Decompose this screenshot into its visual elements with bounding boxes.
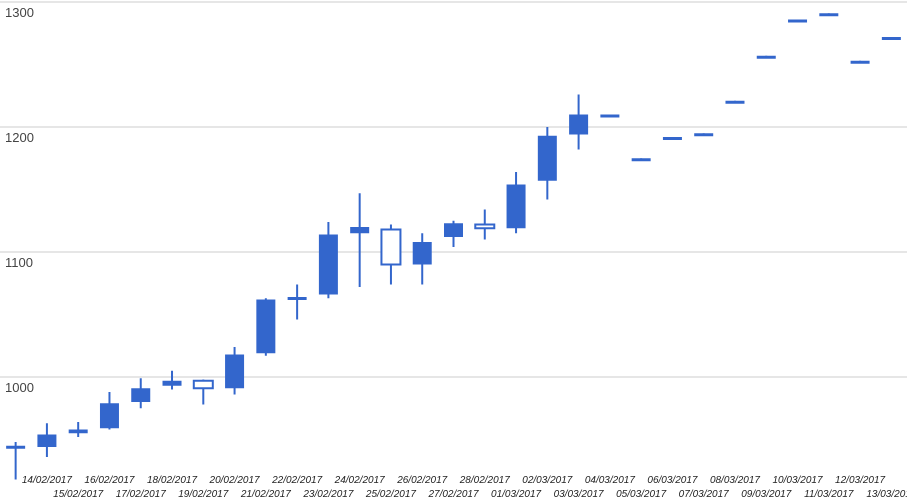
x-tick-label: 19/02/2017 xyxy=(178,489,228,500)
x-tick-label: 11/03/2017 xyxy=(804,489,854,500)
x-tick-label: 20/02/2017 xyxy=(209,475,260,486)
candle-body xyxy=(850,60,870,64)
x-tick-label: 15/02/2017 xyxy=(53,489,103,500)
x-tick-label: 12/03/2017 xyxy=(835,475,885,486)
candle-body xyxy=(569,114,589,135)
x-tick-label: 16/02/2017 xyxy=(84,475,134,486)
candle-body xyxy=(694,133,714,137)
candle-body xyxy=(506,184,526,229)
candle-body xyxy=(444,223,463,237)
x-tick-label: 17/02/2017 xyxy=(116,489,166,500)
x-tick-label: 28/02/2017 xyxy=(459,475,510,486)
x-tick-label: 08/03/2017 xyxy=(710,475,760,486)
x-tick-label: 04/03/2017 xyxy=(585,475,635,486)
candle-body xyxy=(380,228,402,266)
candle-body xyxy=(537,135,557,181)
x-tick-label: 24/02/2017 xyxy=(334,475,385,486)
candle-body xyxy=(162,380,182,386)
x-tick-label: 03/03/2017 xyxy=(554,489,604,500)
candle-body xyxy=(600,114,620,118)
x-tick-label: 14/02/2017 xyxy=(22,475,72,486)
x-tick-label: 27/02/2017 xyxy=(427,489,478,500)
x-tick-label: 25/02/2017 xyxy=(365,489,416,500)
candle-body xyxy=(756,55,776,59)
y-tick-label: 1100 xyxy=(5,255,33,270)
candle-body xyxy=(131,388,151,402)
y-tick-label: 1000 xyxy=(5,380,34,395)
candle-body xyxy=(37,434,57,447)
candle-body xyxy=(68,429,88,434)
candle-body xyxy=(725,100,745,104)
y-tick-label: 1300 xyxy=(5,5,34,20)
x-tick-label: 09/03/2017 xyxy=(741,489,791,500)
x-tick-label: 10/03/2017 xyxy=(773,475,823,486)
candle-body xyxy=(350,227,370,234)
x-tick-label: 18/02/2017 xyxy=(147,475,197,486)
x-tick-label: 23/02/2017 xyxy=(302,489,353,500)
candle-body xyxy=(318,234,338,295)
candle-body xyxy=(99,403,119,429)
candle-body xyxy=(225,354,245,389)
candle-body xyxy=(192,379,214,390)
candle-body xyxy=(662,137,682,140)
y-tick-label: 1200 xyxy=(5,130,34,145)
candle-body xyxy=(881,37,901,40)
x-tick-label: 06/03/2017 xyxy=(647,475,697,486)
candle-body xyxy=(474,223,496,230)
x-tick-label: 26/02/2017 xyxy=(396,475,447,486)
x-tick-label: 21/02/2017 xyxy=(240,489,291,500)
x-tick-label: 02/03/2017 xyxy=(522,475,572,486)
x-tick-label: 13/03/2017 xyxy=(866,489,907,500)
x-tick-label: 22/02/2017 xyxy=(271,475,322,486)
x-tick-label: 05/03/2017 xyxy=(616,489,666,500)
candle-body xyxy=(6,445,26,449)
candle-body xyxy=(788,19,808,23)
candle-body xyxy=(287,297,307,300)
x-tick-label: 01/03/2017 xyxy=(491,489,541,500)
candle-body xyxy=(819,13,839,17)
x-tick-label: 07/03/2017 xyxy=(679,489,729,500)
candle-body xyxy=(631,158,651,162)
candle-body xyxy=(412,242,432,265)
candle-body xyxy=(256,299,276,354)
